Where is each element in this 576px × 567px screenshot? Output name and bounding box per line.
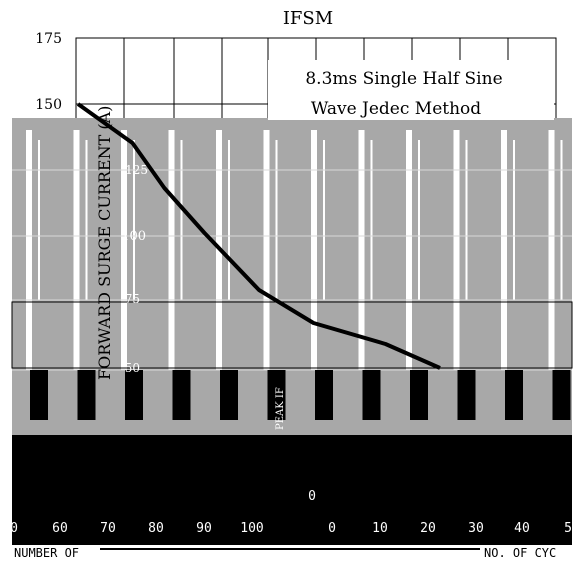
bottom-right-text: NO. OF CYC [484, 546, 556, 560]
artifact-stripe-9 [454, 130, 460, 370]
artifact-thin-stripe-4 [228, 140, 230, 300]
y-tick-label-175: 175 [35, 31, 62, 47]
artifact-stripe-6 [311, 130, 317, 370]
x-tick-label-1: 60 [52, 521, 68, 536]
y-tick-label-75: 75 [125, 292, 140, 306]
scan-artifact-black-band [12, 435, 572, 545]
artifact-stripe-10 [501, 130, 507, 370]
x-tick-label-10: 40 [514, 521, 530, 536]
x-tick-label-3: 80 [148, 521, 164, 536]
artifact-thin-stripe-8 [418, 140, 420, 300]
annotation-line-2: Wave Jedec Method [311, 99, 481, 119]
artifact-black-block-9 [458, 370, 476, 420]
x-tick-label-9: 30 [468, 521, 484, 536]
bottom-left-text: NUMBER OF [14, 546, 79, 560]
artifact-stripe-7 [359, 130, 365, 370]
y-tick-label-125: 125 [125, 163, 148, 177]
artifact-thin-stripe-0 [38, 140, 40, 300]
y-axis-label-fragment: PEAK IF [275, 387, 286, 430]
artifact-thin-stripe-3 [181, 140, 183, 300]
artifact-thin-stripe-1 [86, 140, 88, 300]
annotation-line-1: 8.3ms Single Half Sine [305, 69, 502, 89]
y-tick-label-100: 100 [121, 229, 146, 244]
artifact-black-block-3 [173, 370, 191, 420]
artifact-black-block-10 [505, 370, 523, 420]
artifact-thin-stripe-6 [323, 140, 325, 300]
artifact-black-block-0 [30, 370, 48, 420]
y-axis-label: FORWARD SURGE CURRENT (A) [95, 106, 114, 380]
artifact-stripe-5 [264, 130, 270, 370]
chart-title: IFSM [283, 8, 333, 29]
artifact-black-block-2 [125, 370, 143, 420]
x-tick-label-11: 5 [564, 521, 572, 536]
x-tick-label-8: 20 [420, 521, 436, 536]
artifact-thin-stripe-9 [466, 140, 468, 300]
artifact-stripe-0 [26, 130, 32, 370]
y-tick-label-50: 50 [125, 361, 140, 375]
y-tick-label-150: 150 [35, 97, 62, 113]
x-tick-label-5: 100 [240, 521, 263, 536]
bottom-rule [100, 548, 480, 550]
artifact-stripe-8 [406, 130, 412, 370]
x-zero-label: 0 [308, 489, 316, 504]
artifact-thin-stripe-11 [561, 140, 563, 300]
artifact-stripe-11 [549, 130, 555, 370]
artifact-black-block-7 [363, 370, 381, 420]
artifact-thin-stripe-7 [371, 140, 373, 300]
x-tick-label-4: 90 [196, 521, 212, 536]
artifact-black-block-8 [410, 370, 428, 420]
x-tick-label-6: 0 [328, 521, 336, 536]
artifact-black-block-1 [78, 370, 96, 420]
artifact-black-block-6 [315, 370, 333, 420]
artifact-stripe-1 [74, 130, 80, 370]
x-tick-label-0: 0 [10, 521, 18, 536]
x-tick-label-2: 70 [100, 521, 116, 536]
artifact-stripe-3 [169, 130, 175, 370]
x-tick-label-7: 10 [372, 521, 388, 536]
artifact-black-block-11 [553, 370, 571, 420]
artifact-thin-stripe-10 [513, 140, 515, 300]
artifact-black-block-4 [220, 370, 238, 420]
artifact-thin-stripe-5 [276, 140, 278, 300]
